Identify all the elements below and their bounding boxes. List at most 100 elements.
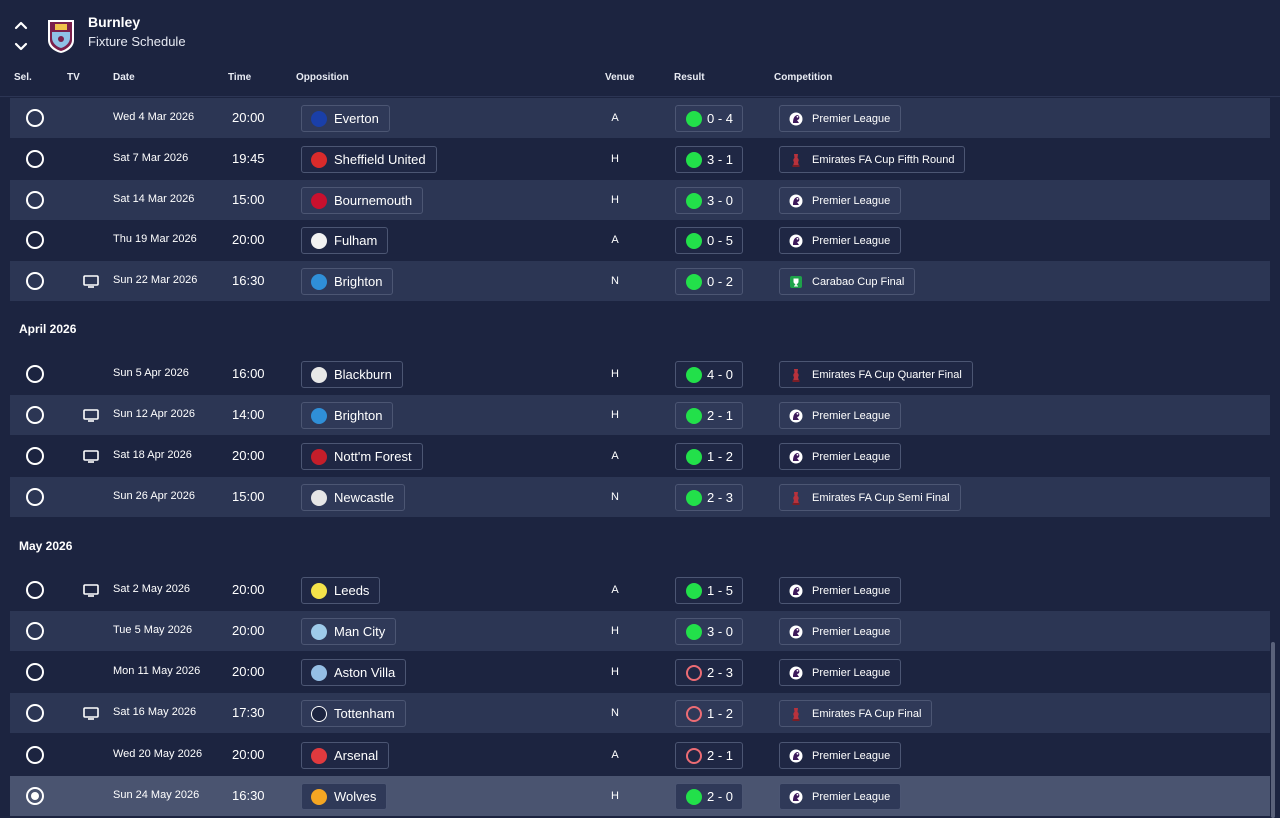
competition-button[interactable]: Premier League [779,783,902,810]
col-header-competition[interactable]: Competition [774,72,833,83]
competition-button[interactable]: Premier League [779,105,902,132]
fixture-row[interactable]: Sat 14 Mar 2026 15:00 Bournemouth H 3 - … [10,180,1270,220]
team-name[interactable]: Burnley [88,14,141,30]
fixture-row[interactable]: Sat 16 May 2026 17:30 Tottenham N 1 - 2 … [10,693,1270,733]
scrollbar[interactable] [1271,642,1275,818]
opposition-button[interactable]: Arsenal [301,742,390,769]
opposition-button[interactable]: Nott'm Forest [301,443,423,470]
fixture-date[interactable]: Sun 22 Mar 2026 [113,274,198,286]
fixture-row[interactable]: Sun 26 Apr 2026 15:00 Newcastle N 2 - 3 … [10,477,1270,517]
opposition-button[interactable]: Aston Villa [301,659,407,686]
select-radio[interactable] [26,746,44,764]
opposition-button[interactable]: Fulham [301,227,389,254]
competition-button[interactable]: Premier League [779,659,902,686]
select-radio[interactable] [26,581,44,599]
fixture-row[interactable]: Thu 19 Mar 2026 20:00 Fulham A 0 - 5 Pre… [10,220,1270,260]
result-button[interactable]: 3 - 1 [675,146,743,173]
fixture-row[interactable]: Tue 5 May 2026 20:00 Man City H 3 - 0 Pr… [10,611,1270,651]
result-button[interactable]: 2 - 3 [675,659,743,686]
select-radio[interactable] [26,109,44,127]
col-header-date[interactable]: Date [113,72,135,83]
opposition-button[interactable]: Newcastle [301,484,405,511]
fixture-date[interactable]: Sat 14 Mar 2026 [113,193,195,205]
select-radio[interactable] [26,447,44,465]
competition-button[interactable]: Emirates FA Cup Final [779,700,933,727]
competition-button[interactable]: Premier League [779,618,902,645]
competition-button[interactable]: Premier League [779,402,902,429]
fixture-date[interactable]: Thu 19 Mar 2026 [113,233,197,245]
fixture-date[interactable]: Wed 20 May 2026 [113,748,203,760]
result-button[interactable]: 2 - 1 [675,742,743,769]
opposition-button[interactable]: Wolves [301,783,388,810]
result-button[interactable]: 2 - 1 [675,402,743,429]
competition-button[interactable]: Premier League [779,742,902,769]
fixture-row[interactable]: Sat 7 Mar 2026 19:45 Sheffield United H … [10,139,1270,179]
opposition-button[interactable]: Tottenham [301,700,406,727]
fixture-date[interactable]: Sun 26 Apr 2026 [113,490,195,502]
select-radio[interactable] [26,231,44,249]
select-radio[interactable] [26,272,44,290]
competition-button[interactable]: Premier League [779,227,902,254]
fixture-row[interactable]: Sun 5 Apr 2026 16:00 Blackburn H 4 - 0 E… [10,354,1270,394]
select-radio[interactable] [26,704,44,722]
competition-button[interactable]: Emirates FA Cup Semi Final [779,484,961,511]
opposition-button[interactable]: Sheffield United [301,146,437,173]
select-radio[interactable] [26,663,44,681]
chevron-down-icon[interactable] [14,42,28,52]
col-header-sel[interactable]: Sel. [14,72,32,83]
competition-button[interactable]: Premier League [779,577,902,604]
select-radio[interactable] [26,622,44,640]
result-button[interactable]: 4 - 0 [675,361,743,388]
fixture-row[interactable]: Mon 11 May 2026 20:00 Aston Villa H 2 - … [10,652,1270,692]
fixture-row[interactable]: Wed 20 May 2026 20:00 Arsenal A 2 - 1 Pr… [10,735,1270,775]
opposition-button[interactable]: Bournemouth [301,187,424,214]
opposition-button[interactable]: Leeds [301,577,381,604]
fixture-date[interactable]: Sun 5 Apr 2026 [113,367,189,379]
fixture-date[interactable]: Sat 7 Mar 2026 [113,152,189,164]
fixture-date[interactable]: Sat 2 May 2026 [113,583,191,595]
competition-button[interactable]: Emirates FA Cup Fifth Round [779,146,966,173]
opposition-button[interactable]: Brighton [301,402,394,429]
opposition-button[interactable]: Everton [301,105,390,132]
competition-button[interactable]: Emirates FA Cup Quarter Final [779,361,973,388]
fixture-date[interactable]: Wed 4 Mar 2026 [113,111,195,123]
select-radio[interactable] [26,191,44,209]
chevron-up-icon[interactable] [14,20,28,30]
competition-button[interactable]: Carabao Cup Final [779,268,916,295]
result-button[interactable]: 0 - 4 [675,105,743,132]
result-button[interactable]: 3 - 0 [675,618,743,645]
fixture-date[interactable]: Sun 24 May 2026 [113,789,200,801]
fixture-date[interactable]: Sat 16 May 2026 [113,706,197,718]
opposition-button[interactable]: Brighton [301,268,394,295]
col-header-time[interactable]: Time [228,72,252,83]
fixture-row[interactable]: Sat 2 May 2026 20:00 Leeds A 1 - 5 Premi… [10,570,1270,610]
opposition-button[interactable]: Blackburn [301,361,403,388]
result-button[interactable]: 2 - 3 [675,484,743,511]
fixture-row[interactable]: Wed 4 Mar 2026 20:00 Everton A 0 - 4 Pre… [10,98,1270,138]
col-header-tv[interactable]: TV [67,72,80,83]
col-header-opposition[interactable]: Opposition [296,72,349,83]
result-button[interactable]: 3 - 0 [675,187,743,214]
result-button[interactable]: 0 - 2 [675,268,743,295]
col-header-result[interactable]: Result [674,72,705,83]
fixture-date[interactable]: Tue 5 May 2026 [113,624,193,636]
opposition-button[interactable]: Man City [301,618,397,645]
result-button[interactable]: 1 - 5 [675,577,743,604]
fixture-row[interactable]: Sat 18 Apr 2026 20:00 Nott'm Forest A 1 … [10,436,1270,476]
select-radio[interactable] [26,406,44,424]
fixture-date[interactable]: Mon 11 May 2026 [113,665,201,677]
fixture-date[interactable]: Sun 12 Apr 2026 [113,408,195,420]
result-button[interactable]: 1 - 2 [675,443,743,470]
competition-button[interactable]: Premier League [779,443,902,470]
fixture-row[interactable]: Sun 12 Apr 2026 14:00 Brighton H 2 - 1 P… [10,395,1270,435]
select-radio[interactable] [26,365,44,383]
select-radio[interactable] [26,488,44,506]
select-radio[interactable] [26,787,44,805]
col-header-venue[interactable]: Venue [605,72,635,83]
fixture-row[interactable]: Sun 22 Mar 2026 16:30 Brighton N 0 - 2 C… [10,261,1270,301]
result-button[interactable]: 2 - 0 [675,783,743,810]
fixture-row[interactable]: Sun 24 May 2026 16:30 Wolves H 2 - 0 Pre… [10,776,1270,816]
result-button[interactable]: 0 - 5 [675,227,743,254]
result-button[interactable]: 1 - 2 [675,700,743,727]
fixture-date[interactable]: Sat 18 Apr 2026 [113,449,192,461]
